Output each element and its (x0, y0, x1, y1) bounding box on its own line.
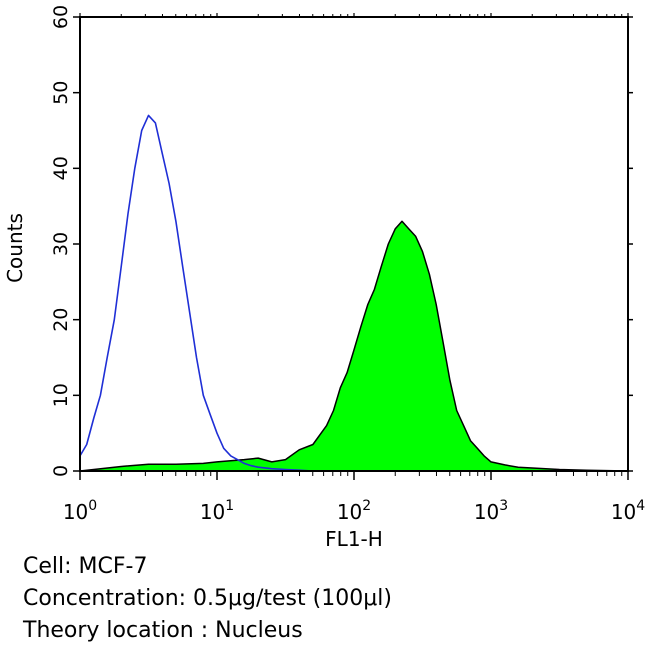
x-tick-label: 101 (200, 498, 234, 524)
histogram-svg: 0 10 20 30 40 50 60 100 101 102 103 104 FL1-H Count… (3, 5, 645, 551)
series-filled-area (79, 220, 629, 472)
x-axis-label: FL1-H (325, 527, 383, 551)
ticks-layer: 0 10 20 30 40 50 60 100 101 102 103 104 (50, 5, 645, 524)
series-outline (79, 114, 313, 472)
x-tick-label: 102 (337, 498, 371, 524)
y-tick-label: 30 (50, 232, 72, 256)
y-tick-label: 40 (50, 156, 72, 180)
y-axis-label: Counts (3, 213, 27, 283)
y-tick-label: 10 (50, 383, 72, 407)
caption-cell: Cell: MCF-7 (23, 554, 148, 579)
x-tick-label: 103 (474, 498, 508, 524)
y-tick-label: 60 (50, 5, 72, 29)
x-tick-label: 104 (611, 498, 645, 524)
caption-location: Theory location : Nucleus (23, 618, 303, 643)
caption-concentration: Concentration: 0.5μg/test (100μl) (23, 586, 392, 611)
y-tick-label: 20 (50, 308, 72, 332)
series-layer (79, 114, 629, 472)
x-tick-label: 100 (63, 498, 97, 524)
y-tick-label: 0 (50, 465, 72, 477)
y-tick-label: 50 (50, 81, 72, 105)
histogram-chart: 0 10 20 30 40 50 60 100 101 102 103 104 FL1-H Count… (3, 5, 645, 551)
